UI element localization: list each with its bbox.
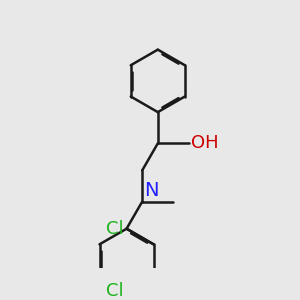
Text: Cl: Cl [106, 220, 123, 238]
Text: N: N [144, 181, 158, 200]
Text: Cl: Cl [106, 282, 123, 300]
Text: OH: OH [190, 134, 218, 152]
